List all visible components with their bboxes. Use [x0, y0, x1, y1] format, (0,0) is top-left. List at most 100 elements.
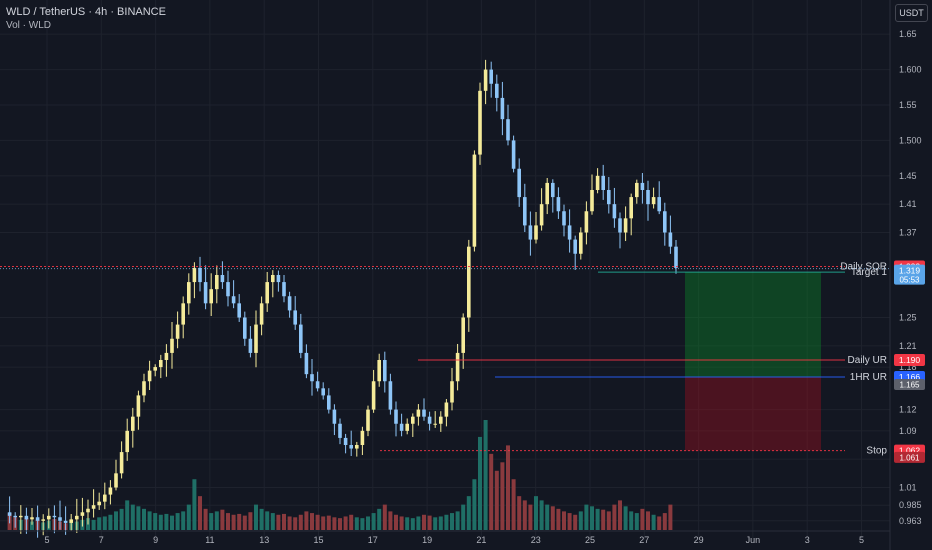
- x-tick-label: 3: [805, 535, 810, 545]
- volume-bar: [578, 511, 583, 530]
- candle-body: [231, 296, 236, 304]
- volume-bar: [181, 511, 186, 530]
- candle-body: [299, 324, 303, 353]
- candle-body: [159, 360, 163, 368]
- level-badge-text: 1.062: [899, 446, 921, 456]
- level-label: Daily SOR: [840, 262, 887, 273]
- volume-bar: [489, 453, 494, 530]
- volume-bar: [657, 516, 662, 530]
- volume-bar: [651, 514, 656, 530]
- candle-body: [511, 140, 516, 169]
- candle-body: [103, 494, 107, 502]
- volume-bar: [147, 511, 152, 530]
- y-tick-label: 1.09: [899, 426, 917, 436]
- y-tick-label: 1.600: [899, 65, 922, 75]
- volume-bar: [298, 514, 303, 530]
- volume-bar: [315, 514, 320, 530]
- candle-body: [142, 381, 146, 396]
- candle-body: [30, 517, 34, 520]
- profit-zone: [685, 272, 821, 377]
- volume-bar: [30, 521, 34, 530]
- candle-body: [304, 352, 309, 375]
- candle-body: [450, 381, 454, 403]
- volume-bar: [343, 516, 348, 530]
- candle-body: [338, 423, 342, 438]
- candle-body: [517, 168, 521, 198]
- volume-bar: [226, 513, 230, 530]
- candle-body: [41, 519, 45, 521]
- volume-bar: [606, 511, 611, 530]
- y-tick-label: 1.55: [899, 100, 917, 110]
- level-label: Stop: [866, 446, 887, 457]
- candle-body: [651, 197, 656, 205]
- candle-body: [19, 515, 23, 518]
- x-tick-label: 7: [99, 535, 104, 545]
- candle-body: [310, 374, 314, 382]
- countdown-text: 05:53: [899, 276, 920, 285]
- extra-badge-text: 1.061: [899, 453, 920, 462]
- candle-body: [293, 310, 297, 325]
- candle-body: [360, 430, 365, 445]
- candle-body: [226, 282, 230, 297]
- candle-body: [455, 352, 460, 382]
- candle-body: [131, 416, 135, 431]
- x-tick-label: 5: [44, 535, 49, 545]
- extra-badge: [894, 451, 925, 463]
- price-badges: 1.3221.3141.1901.1661.0621.3141.1651.061…: [894, 260, 925, 463]
- x-tick-label: 11: [205, 535, 214, 545]
- position-tool[interactable]: [685, 272, 821, 451]
- candle-body: [24, 515, 29, 520]
- volume-bar: [186, 504, 191, 530]
- candle-body: [377, 360, 381, 382]
- candle-body: [125, 430, 129, 453]
- volume-bar: [394, 514, 398, 530]
- candle-body: [75, 515, 79, 520]
- volume-bar: [455, 511, 460, 530]
- candle-body: [411, 416, 415, 424]
- volume-bar: [321, 516, 326, 530]
- volume-bar: [304, 511, 309, 530]
- y-tick-label: 1.41: [899, 199, 917, 209]
- volume-bar: [517, 496, 522, 530]
- currency-button[interactable]: USDT: [895, 4, 928, 22]
- volume-bar: [534, 496, 538, 530]
- x-tick-label: 29: [694, 535, 704, 545]
- volume-bar: [158, 514, 163, 530]
- candle-body: [467, 246, 471, 318]
- candle-body: [136, 395, 141, 417]
- x-tick-label: 5: [859, 535, 864, 545]
- candle-body: [635, 182, 639, 198]
- candle-body: [198, 267, 202, 283]
- candle-body: [439, 416, 443, 424]
- candle-body: [248, 338, 253, 353]
- volume-bar: [114, 511, 118, 530]
- volume-bar: [494, 470, 499, 530]
- candle-body: [276, 275, 281, 283]
- volume-bar: [556, 508, 561, 530]
- candle-body: [63, 520, 68, 523]
- y-tick-label: 1.18: [899, 362, 917, 372]
- volume-bar: [164, 513, 169, 530]
- candle-body: [663, 211, 667, 233]
- volume-bar: [97, 517, 102, 530]
- volume-bar: [310, 513, 314, 530]
- candlestick-series: [7, 59, 678, 538]
- volume-bar: [461, 504, 466, 530]
- candle-body: [321, 388, 325, 396]
- candle-body: [584, 211, 589, 233]
- volume-bar: [483, 420, 488, 530]
- candle-body: [607, 190, 611, 205]
- time-axis[interactable]: 5 7 9 11 13 15 17 19 21 23 25 27 29 Jun 3 5: [0, 530, 890, 545]
- candle-body: [472, 154, 477, 247]
- candle-body: [47, 515, 51, 520]
- volume-bar: [472, 479, 477, 530]
- volume-bar: [214, 511, 219, 530]
- candle-body: [534, 225, 538, 240]
- candle-body: [119, 452, 124, 474]
- volume-bar: [259, 508, 264, 530]
- volume-bar: [573, 514, 578, 530]
- y-tick-label: 1.500: [899, 135, 922, 145]
- candle-body: [86, 508, 90, 513]
